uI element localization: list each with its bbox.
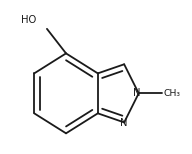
Text: HO: HO xyxy=(21,15,36,25)
Text: N: N xyxy=(133,88,141,98)
Text: N: N xyxy=(119,118,127,128)
Text: CH₃: CH₃ xyxy=(163,89,180,98)
